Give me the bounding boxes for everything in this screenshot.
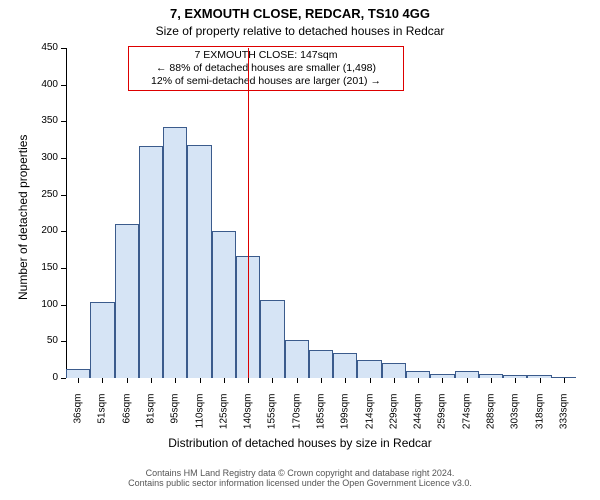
y-tick bbox=[61, 305, 66, 306]
histogram-bar bbox=[139, 146, 163, 378]
y-tick-label: 350 bbox=[28, 115, 58, 126]
histogram-bar bbox=[285, 340, 309, 378]
histogram-bar bbox=[406, 371, 430, 378]
histogram-bar bbox=[455, 371, 479, 378]
y-tick bbox=[61, 85, 66, 86]
x-tick bbox=[272, 378, 273, 383]
x-tick bbox=[78, 378, 79, 383]
histogram-bar bbox=[163, 127, 187, 378]
histogram-bar bbox=[260, 300, 284, 378]
y-tick-label: 50 bbox=[28, 335, 58, 346]
footer-line1: Contains HM Land Registry data © Crown c… bbox=[0, 468, 600, 478]
reference-line bbox=[248, 48, 249, 378]
y-tick-label: 450 bbox=[28, 42, 58, 53]
x-tick bbox=[151, 378, 152, 383]
chart-subtitle: Size of property relative to detached ho… bbox=[0, 24, 600, 38]
histogram-bar bbox=[66, 369, 90, 378]
histogram-bar bbox=[187, 145, 211, 378]
histogram-bar bbox=[357, 360, 381, 378]
histogram-bar bbox=[309, 350, 333, 378]
y-tick-label: 400 bbox=[28, 79, 58, 90]
x-tick bbox=[102, 378, 103, 383]
x-tick bbox=[175, 378, 176, 383]
x-tick bbox=[394, 378, 395, 383]
footer-attribution: Contains HM Land Registry data © Crown c… bbox=[0, 468, 600, 488]
y-axis-line bbox=[66, 48, 67, 378]
x-tick bbox=[200, 378, 201, 383]
y-tick bbox=[61, 378, 66, 379]
histogram-bar bbox=[212, 231, 236, 378]
y-tick bbox=[61, 48, 66, 49]
y-tick bbox=[61, 195, 66, 196]
chart-container: { "title": { "text": "7, EXMOUTH CLOSE, … bbox=[0, 0, 600, 500]
x-tick bbox=[418, 378, 419, 383]
chart-title: 7, EXMOUTH CLOSE, REDCAR, TS10 4GG bbox=[0, 6, 600, 21]
y-tick-label: 100 bbox=[28, 299, 58, 310]
x-tick bbox=[248, 378, 249, 383]
x-tick bbox=[442, 378, 443, 383]
y-tick-label: 200 bbox=[28, 225, 58, 236]
histogram-bar bbox=[382, 363, 406, 378]
y-tick bbox=[61, 268, 66, 269]
x-tick bbox=[224, 378, 225, 383]
y-tick-label: 250 bbox=[28, 189, 58, 200]
y-tick-label: 300 bbox=[28, 152, 58, 163]
plot-area: 05010015020025030035040045036sqm51sqm66s… bbox=[66, 48, 576, 378]
x-axis-label: Distribution of detached houses by size … bbox=[0, 436, 600, 450]
x-tick bbox=[345, 378, 346, 383]
y-tick bbox=[61, 231, 66, 232]
y-tick-label: 150 bbox=[28, 262, 58, 273]
y-tick-label: 0 bbox=[28, 372, 58, 383]
footer-line2: Contains public sector information licen… bbox=[0, 478, 600, 488]
x-tick bbox=[564, 378, 565, 383]
y-tick bbox=[61, 158, 66, 159]
x-tick bbox=[515, 378, 516, 383]
x-tick bbox=[321, 378, 322, 383]
x-tick bbox=[491, 378, 492, 383]
histogram-bar bbox=[90, 302, 114, 378]
y-tick bbox=[61, 121, 66, 122]
x-tick bbox=[127, 378, 128, 383]
x-tick bbox=[297, 378, 298, 383]
histogram-bar bbox=[333, 353, 357, 378]
x-tick bbox=[370, 378, 371, 383]
x-tick bbox=[540, 378, 541, 383]
y-tick bbox=[61, 341, 66, 342]
histogram-bar bbox=[115, 224, 139, 378]
x-tick bbox=[467, 378, 468, 383]
